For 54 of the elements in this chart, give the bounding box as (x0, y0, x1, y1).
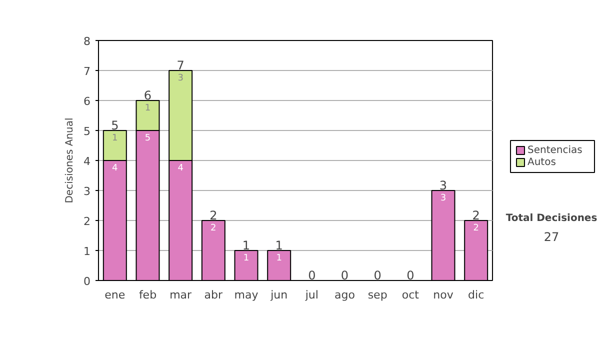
x-tick-label: sep (368, 288, 388, 302)
legend-label: Autos (528, 157, 556, 168)
total-label: 1 (242, 238, 250, 252)
y-tick-label: 5 (84, 125, 90, 138)
x-tick-label: oct (402, 288, 420, 302)
text: Total Decisiones (506, 213, 598, 224)
x-tick-label: ago (334, 288, 356, 302)
x-tick-label: jun (270, 288, 288, 302)
x-tick-label: feb (138, 288, 157, 302)
data-label: 3 (440, 194, 446, 204)
y-tick-label: 7 (84, 65, 90, 78)
legend-label: Sentencias (528, 145, 582, 156)
data-label: 5 (144, 134, 151, 144)
total-label: 6 (144, 88, 152, 102)
data-label: 4 (178, 164, 184, 174)
text: 27 (544, 230, 560, 244)
bar (267, 250, 292, 280)
x-tick-label: dic (468, 288, 484, 302)
total-label: 1 (275, 238, 283, 252)
x-tick-label: abr (204, 288, 224, 302)
x-tick-label: mar (170, 288, 192, 302)
y-axis-title: Decisiones Anual (64, 118, 76, 204)
bar (234, 250, 258, 280)
data-label: 1 (243, 254, 250, 264)
y-tick-label: 4 (84, 155, 90, 168)
data-label: 2 (210, 224, 216, 234)
y-tick-label: 2 (84, 215, 90, 228)
x-tick-label: ene (104, 288, 126, 302)
data-label: 1 (112, 134, 118, 144)
y-tick-label: 8 (84, 35, 90, 48)
data-label: 3 (178, 74, 184, 84)
total-label: 7 (176, 58, 184, 72)
x-tick-label: may (234, 288, 259, 302)
y-tick-label: 0 (84, 275, 90, 288)
total-label: 3 (439, 178, 448, 192)
total-label: 0 (374, 268, 382, 282)
y-tick-label: 1 (84, 245, 90, 258)
data-label: 2 (473, 224, 479, 234)
y-tick-label: 6 (84, 95, 90, 108)
y-tick-label: 3 (84, 185, 90, 198)
total-label: 2 (210, 208, 218, 222)
bar (431, 190, 456, 280)
x-tick-label: jul (304, 288, 318, 302)
bar (201, 220, 226, 280)
total-label: 0 (406, 268, 414, 282)
total-label: 5 (111, 118, 119, 132)
bar (464, 220, 488, 280)
data-label: 1 (276, 254, 282, 264)
total-label: 0 (340, 268, 349, 282)
data-label: 4 (112, 164, 118, 174)
total-label: 0 (308, 268, 316, 282)
total-label: 2 (472, 208, 480, 222)
data-label: 1 (144, 104, 151, 114)
x-tick-label: nov (433, 288, 454, 302)
